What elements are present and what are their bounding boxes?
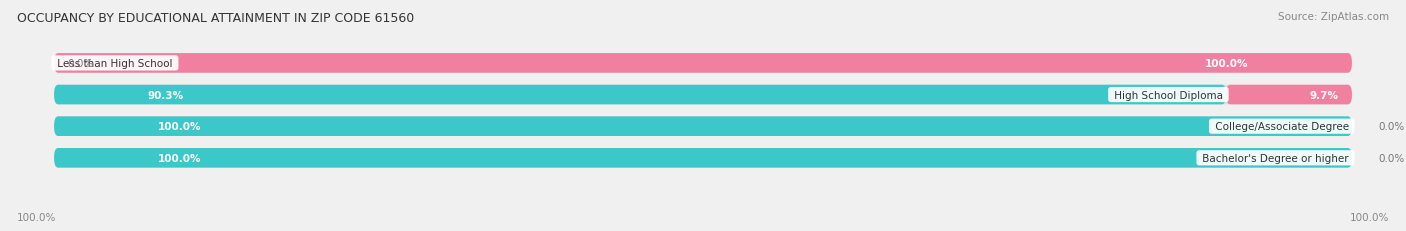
FancyBboxPatch shape [53, 117, 1353, 136]
FancyBboxPatch shape [53, 148, 1353, 168]
FancyBboxPatch shape [53, 148, 1353, 168]
Text: Less than High School: Less than High School [53, 59, 176, 69]
Text: Bachelor's Degree or higher: Bachelor's Degree or higher [1199, 153, 1353, 163]
FancyBboxPatch shape [53, 85, 1353, 105]
Text: 100.0%: 100.0% [157, 153, 201, 163]
Text: 0.0%: 0.0% [1378, 122, 1405, 132]
Text: 0.0%: 0.0% [67, 59, 93, 69]
Text: 9.7%: 9.7% [1310, 90, 1339, 100]
Text: 100.0%: 100.0% [1205, 59, 1249, 69]
Text: Source: ZipAtlas.com: Source: ZipAtlas.com [1278, 12, 1389, 21]
Text: College/Associate Degree: College/Associate Degree [1212, 122, 1353, 132]
Text: 100.0%: 100.0% [157, 122, 201, 132]
Text: OCCUPANCY BY EDUCATIONAL ATTAINMENT IN ZIP CODE 61560: OCCUPANCY BY EDUCATIONAL ATTAINMENT IN Z… [17, 12, 415, 24]
FancyBboxPatch shape [53, 54, 1353, 73]
Text: 0.0%: 0.0% [1378, 153, 1405, 163]
Legend: Owner-occupied, Renter-occupied: Owner-occupied, Renter-occupied [583, 228, 823, 231]
Text: 100.0%: 100.0% [1350, 212, 1389, 222]
FancyBboxPatch shape [53, 54, 1353, 73]
Text: 100.0%: 100.0% [17, 212, 56, 222]
FancyBboxPatch shape [53, 117, 1353, 136]
FancyBboxPatch shape [53, 85, 1226, 105]
Text: High School Diploma: High School Diploma [1111, 90, 1226, 100]
FancyBboxPatch shape [1226, 85, 1353, 105]
Text: 90.3%: 90.3% [148, 90, 184, 100]
